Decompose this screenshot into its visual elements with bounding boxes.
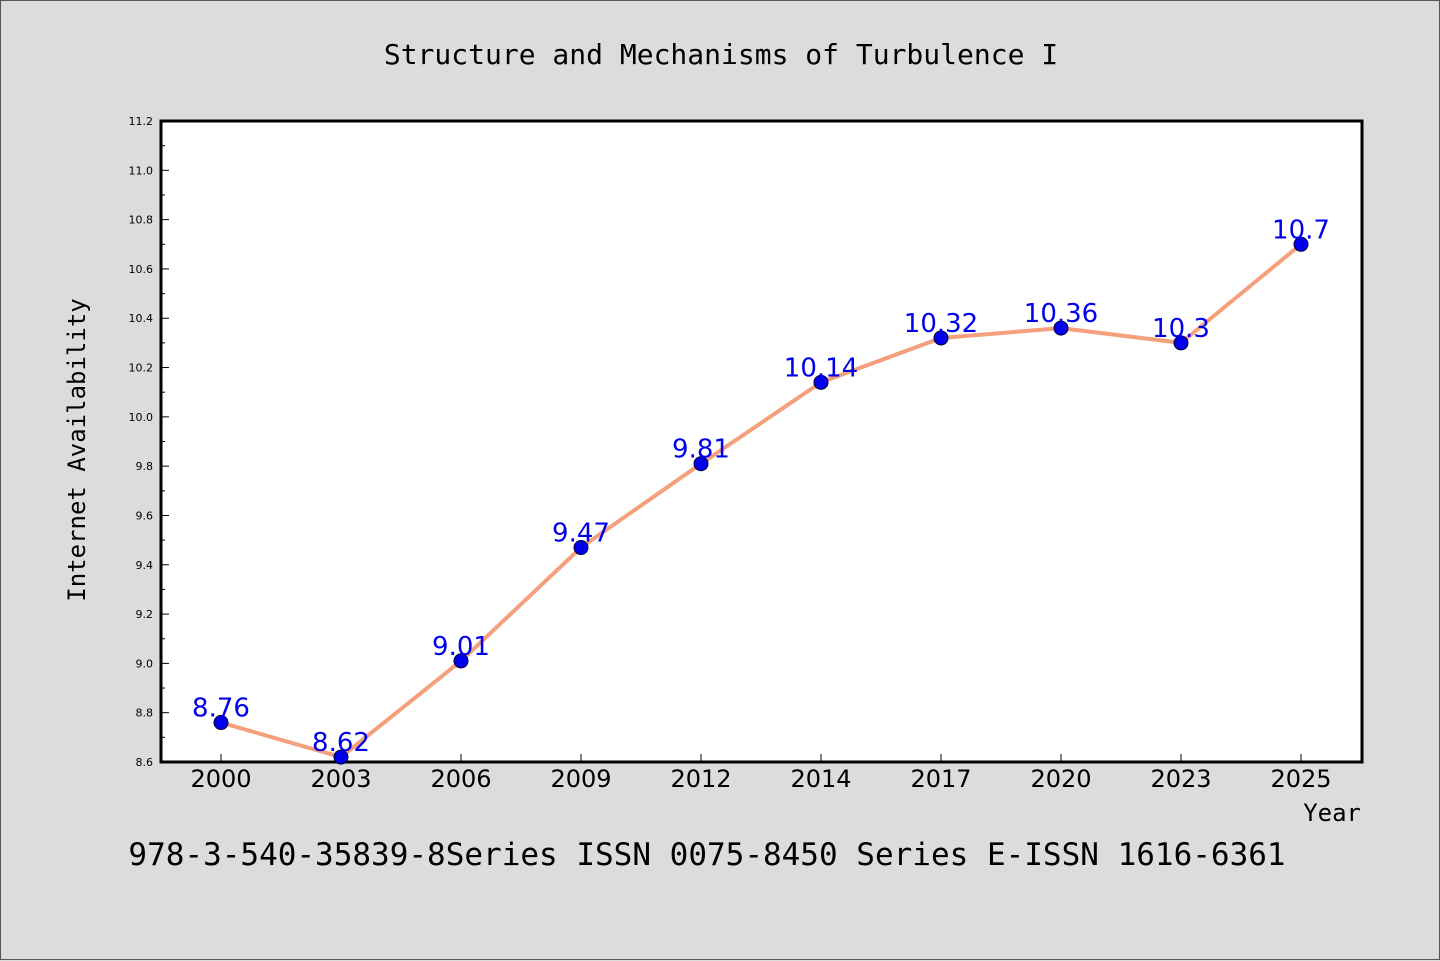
x-tick-label: 2012 [670,765,731,793]
footer-text: 978-3-540-35839-8Series ISSN 0075-8450 S… [128,837,1285,873]
x-tick-label: 2009 [550,765,611,793]
x-tick-label: 2003 [310,765,371,793]
series-group: 8.76 8.62 9.01 9.47 9.81 10.14 10.32 10.36 10.3 1… [192,215,1330,765]
series-line [220,242,1303,760]
y-tick-label: 10.6 [129,263,154,276]
y-tick-label: 9.6 [136,509,154,522]
y-tick-label: 8.6 [136,756,154,769]
y-tick-label: 9.0 [136,657,154,670]
y-tick-label: 10.4 [129,312,154,325]
data-point [933,330,949,346]
y-tick-label: 10.8 [129,214,154,227]
data-point [693,456,709,472]
x-axis-ticks: 2000 2003 2006 2009 2012 2014 2017 2020 2023 2025 [190,754,1332,793]
data-label: 9.47 [552,519,610,549]
x-tick-label: 2006 [430,765,491,793]
x-tick-label: 2000 [190,765,251,793]
data-point [213,715,229,731]
data-label: 9.01 [432,632,490,662]
x-tick-label: 2020 [1030,765,1091,793]
y-axis-ticks: 8.6 8.8 9.0 9.2 9.4 9.6 9.8 10.0 10.2 10.4 10.6 10.… [129,115,169,769]
data-point [813,374,829,390]
data-point [573,540,589,556]
x-tick-label: 2017 [910,765,971,793]
data-point [1053,320,1069,336]
data-label: 10.3 [1152,314,1210,344]
chart-title: Structure and Mechanisms of Turbulence I [384,38,1058,71]
y-tick-label: 11.2 [129,115,154,128]
plot-area [159,119,1364,764]
x-axis-label: Year [1303,799,1361,827]
y-tick-label: 8.8 [136,707,154,720]
data-label: 9.81 [672,435,730,465]
x-tick-label: 2025 [1270,765,1331,793]
data-point [333,749,349,765]
y-tick-label: 9.4 [136,559,154,572]
data-point [1293,236,1309,252]
data-point [453,653,469,669]
data-point [1173,335,1189,351]
y-tick-label: 9.2 [136,608,154,621]
data-label: 10.32 [904,309,978,339]
data-label: 10.36 [1024,299,1098,329]
data-label: 8.62 [312,728,370,758]
data-label: 10.7 [1272,215,1330,245]
data-label: 8.76 [192,694,250,724]
y-tick-label: 11.0 [129,164,154,177]
data-label: 10.14 [784,353,858,383]
y-tick-label: 10.2 [129,362,154,375]
x-tick-label: 2014 [790,765,851,793]
y-tick-label: 9.8 [136,460,154,473]
y-tick-label: 10.0 [129,411,154,424]
x-tick-label: 2023 [1150,765,1211,793]
y-axis-label: Internet Availability [63,298,91,601]
